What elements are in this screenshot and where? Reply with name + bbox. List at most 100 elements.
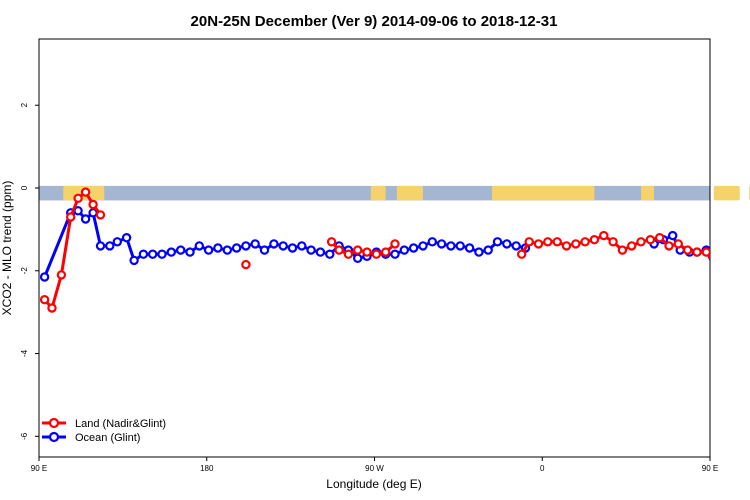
data-point [287, 243, 298, 253]
x-tick-label: 90 E [31, 464, 47, 473]
data-point [668, 230, 678, 241]
series-line [520, 234, 710, 260]
data-point [589, 234, 600, 245]
x-tick-label: 90 W [365, 464, 384, 473]
data-point [88, 199, 98, 210]
data-point [399, 245, 409, 255]
data-point [259, 245, 270, 255]
data-point [185, 247, 195, 257]
data-point [502, 239, 512, 249]
x-tick-label: 0 [540, 464, 545, 473]
data-point [701, 247, 710, 257]
y-tick-label: -4 [20, 349, 29, 357]
y-axis: 2 0 -2 -4 -6 [20, 102, 39, 440]
y-tick-label: 2 [20, 102, 29, 107]
data-point [455, 241, 465, 251]
data-point [682, 245, 693, 255]
data-point [306, 245, 316, 255]
data-point [561, 241, 572, 251]
data-point [474, 247, 484, 257]
data-point [80, 214, 91, 224]
legend-label-land: Land (Nadir&Glint) [75, 418, 166, 430]
data-point [147, 249, 158, 259]
data-point [343, 249, 354, 259]
map-band-land [641, 185, 655, 201]
x-tick-label: 180 [200, 464, 214, 473]
data-point [56, 270, 67, 280]
data-point [636, 237, 646, 247]
data-point [105, 241, 115, 251]
data-point [627, 241, 637, 251]
data-point [492, 237, 503, 247]
data-point [297, 241, 307, 251]
y-tick-label: -6 [20, 432, 29, 440]
data-point [580, 237, 590, 247]
plot-background [39, 185, 750, 201]
data-point [645, 234, 656, 245]
data-point [524, 237, 534, 247]
map-band-land [396, 185, 423, 201]
data-point [250, 239, 260, 249]
data-point [655, 232, 665, 243]
map-band-land [491, 185, 595, 201]
data-point [95, 241, 106, 251]
data-point [39, 272, 50, 282]
legend-marker-land [48, 417, 60, 429]
data-point [241, 259, 251, 270]
data-point [39, 295, 50, 305]
y-tick-label: 0 [20, 185, 29, 190]
map-band-land [713, 185, 740, 201]
data-point [269, 239, 279, 249]
data-point [664, 241, 674, 251]
data-point [325, 249, 335, 259]
data-point [362, 247, 372, 257]
data-point [617, 245, 628, 255]
data-point [543, 237, 553, 247]
data-point [571, 239, 581, 249]
data-point [231, 243, 242, 253]
data-point [157, 249, 167, 259]
series-line [43, 209, 526, 278]
chart-title: 20N-25N December (Ver 9) 2014-09-06 to 2… [191, 13, 558, 30]
map-band-land [370, 185, 386, 201]
data-point [315, 247, 326, 257]
data-point [608, 237, 618, 247]
data-point [446, 241, 456, 251]
data-point [326, 237, 337, 247]
data-point [390, 249, 400, 259]
data-point [65, 212, 76, 222]
legend-label-ocean: Ocean (Glint) [75, 432, 140, 444]
data-point [390, 239, 400, 249]
x-axis: 90 E 180 90 W 0 90 E [31, 457, 718, 473]
data-point [353, 253, 363, 263]
data-point [464, 243, 475, 253]
legend: Land (Nadir&Glint) Ocean (Glint) [42, 417, 166, 444]
data-point [194, 241, 204, 251]
data-point [427, 237, 437, 247]
data-point [47, 303, 57, 313]
y-tick-label: -2 [20, 267, 29, 275]
data-point [436, 239, 447, 249]
data-point [112, 237, 123, 247]
data-point [278, 241, 288, 251]
data-point [203, 245, 214, 255]
data-point [95, 210, 106, 220]
data-point [371, 249, 382, 259]
data-point [483, 245, 493, 255]
data-point [138, 249, 149, 259]
series-layer [39, 187, 710, 313]
data-point [213, 243, 223, 253]
data-point [353, 245, 363, 255]
data-point [673, 239, 684, 249]
data-point [241, 241, 251, 251]
data-point [121, 232, 132, 243]
data-point [517, 249, 527, 259]
series-land [39, 187, 710, 313]
data-point [552, 237, 562, 247]
data-point [599, 230, 609, 241]
data-point [80, 187, 91, 197]
data-point [129, 255, 139, 266]
data-point [381, 247, 391, 257]
legend-marker-ocean [48, 431, 60, 443]
